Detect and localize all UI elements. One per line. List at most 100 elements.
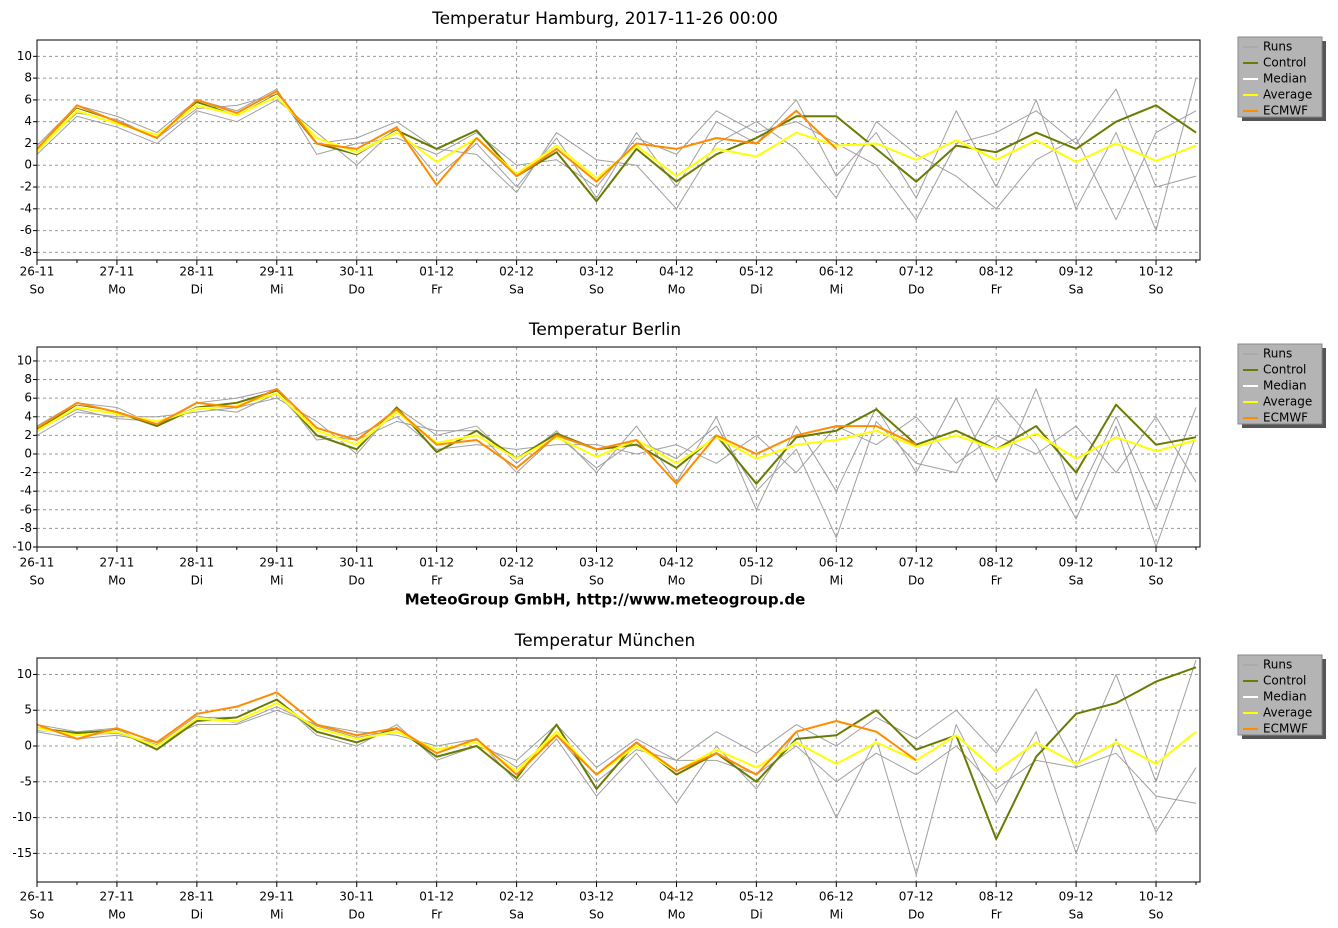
- plot-border: [36, 39, 1201, 261]
- x-weekday-label: Di: [750, 908, 763, 922]
- plot-area: [37, 40, 1200, 260]
- x-weekday-label: Di: [191, 574, 204, 588]
- x-weekday-label: Fr: [991, 574, 1002, 588]
- footer: MeteoGroup GmbH, http://www.meteogroup.d…: [405, 591, 806, 609]
- x-weekday-label: So: [589, 908, 604, 922]
- legend-label: Runs: [1263, 347, 1292, 361]
- x-tick-label: 10-12: [1139, 556, 1174, 570]
- x-tick-label: 30-11: [339, 890, 374, 904]
- x-weekday-label: Fr: [991, 283, 1002, 297]
- series-line: [36, 387, 917, 485]
- y-tick-label: -4: [20, 484, 32, 498]
- run-line: [36, 393, 1197, 548]
- legend: [1237, 343, 1323, 425]
- x-tick-label: 04-12: [659, 265, 694, 279]
- x-weekday-label: Sa: [509, 283, 524, 297]
- x-tick-label: 06-12: [819, 265, 854, 279]
- y-tick-label: 2: [24, 428, 32, 442]
- x-weekday-label: Mi: [270, 908, 284, 922]
- x-tick-label: 08-12: [979, 556, 1014, 570]
- y-tick-label: 5: [24, 703, 32, 717]
- x-weekday-label: Fr: [991, 908, 1002, 922]
- y-tick-label: 10: [17, 353, 32, 367]
- chart-title: Temperatur Hamburg, 2017-11-26 00:00: [431, 9, 778, 29]
- x-weekday-label: Sa: [1069, 574, 1084, 588]
- x-weekday-label: Do: [908, 908, 925, 922]
- x-tick-label: 04-12: [659, 890, 694, 904]
- x-tick-label: 07-12: [899, 890, 934, 904]
- y-tick-label: 0: [24, 446, 32, 460]
- x-tick-label: 04-12: [659, 556, 694, 570]
- x-weekday-label: Mo: [668, 908, 686, 922]
- x-tick-label: 27-11: [99, 890, 134, 904]
- x-tick-label: 28-11: [179, 890, 214, 904]
- legend-label: Median: [1263, 379, 1307, 393]
- x-weekday-label: Mo: [668, 283, 686, 297]
- y-tick-label: 2: [24, 136, 32, 150]
- y-tick-label: -15: [12, 846, 32, 860]
- x-weekday-label: Fr: [431, 283, 442, 297]
- legend-label: ECMWF: [1263, 411, 1308, 425]
- legend-label: Control: [1263, 363, 1306, 377]
- x-tick-label: 06-12: [819, 556, 854, 570]
- x-tick-label: 30-11: [339, 265, 374, 279]
- x-weekday-label: Do: [348, 283, 365, 297]
- x-tick-label: 01-12: [419, 556, 454, 570]
- x-tick-label: 02-12: [499, 890, 534, 904]
- x-tick-label: 09-12: [1059, 265, 1094, 279]
- x-tick-label: 09-12: [1059, 890, 1094, 904]
- plot-border: [36, 657, 1201, 883]
- x-weekday-label: Do: [348, 574, 365, 588]
- x-weekday-label: So: [589, 283, 604, 297]
- x-tick-label: 07-12: [899, 265, 934, 279]
- x-tick-label: 05-12: [739, 556, 774, 570]
- series-line: [36, 90, 838, 186]
- legend: [1237, 654, 1323, 736]
- y-tick-label: -6: [20, 223, 32, 237]
- run-line: [36, 77, 1197, 232]
- y-tick-label: -2: [20, 465, 32, 479]
- x-tick-label: 07-12: [899, 556, 934, 570]
- y-tick-label: 4: [24, 409, 32, 423]
- chart-title: Temperatur Berlin: [528, 320, 681, 340]
- x-weekday-label: So: [30, 574, 45, 588]
- legend-label: Runs: [1263, 40, 1292, 54]
- series-line: [36, 702, 1197, 776]
- y-tick-label: -2: [20, 180, 32, 194]
- x-tick-label: 27-11: [99, 556, 134, 570]
- x-tick-label: 09-12: [1059, 556, 1094, 570]
- x-weekday-label: So: [589, 574, 604, 588]
- x-weekday-label: Di: [191, 283, 204, 297]
- x-tick-label: 30-11: [339, 556, 374, 570]
- x-weekday-label: Mo: [668, 574, 686, 588]
- x-weekday-label: Di: [750, 283, 763, 297]
- x-weekday-label: So: [1149, 283, 1164, 297]
- y-tick-label: 4: [24, 114, 32, 128]
- y-tick-label: 8: [24, 372, 32, 386]
- x-weekday-label: Di: [750, 574, 763, 588]
- plot-area: [37, 658, 1200, 882]
- x-weekday-label: Mo: [108, 283, 126, 297]
- y-tick-label: 10: [17, 667, 32, 681]
- legend-label: ECMWF: [1263, 104, 1308, 118]
- legend-label: ECMWF: [1263, 722, 1308, 736]
- y-tick-label: -10: [12, 810, 32, 824]
- x-weekday-label: Do: [348, 908, 365, 922]
- x-tick-label: 10-12: [1139, 265, 1174, 279]
- x-tick-label: 01-12: [419, 265, 454, 279]
- x-tick-label: 29-11: [259, 556, 294, 570]
- x-weekday-label: Do: [908, 283, 925, 297]
- x-weekday-label: Fr: [431, 574, 442, 588]
- x-weekday-label: Di: [191, 908, 204, 922]
- x-tick-label: 06-12: [819, 890, 854, 904]
- y-tick-label: 10: [17, 49, 32, 63]
- x-weekday-label: Sa: [509, 574, 524, 588]
- x-tick-label: 02-12: [499, 265, 534, 279]
- x-weekday-label: So: [30, 908, 45, 922]
- x-weekday-label: So: [30, 283, 45, 297]
- legend: [1237, 36, 1323, 118]
- series-line: [36, 691, 917, 776]
- legend-label: Average: [1263, 88, 1312, 102]
- y-tick-label: -5: [20, 774, 32, 788]
